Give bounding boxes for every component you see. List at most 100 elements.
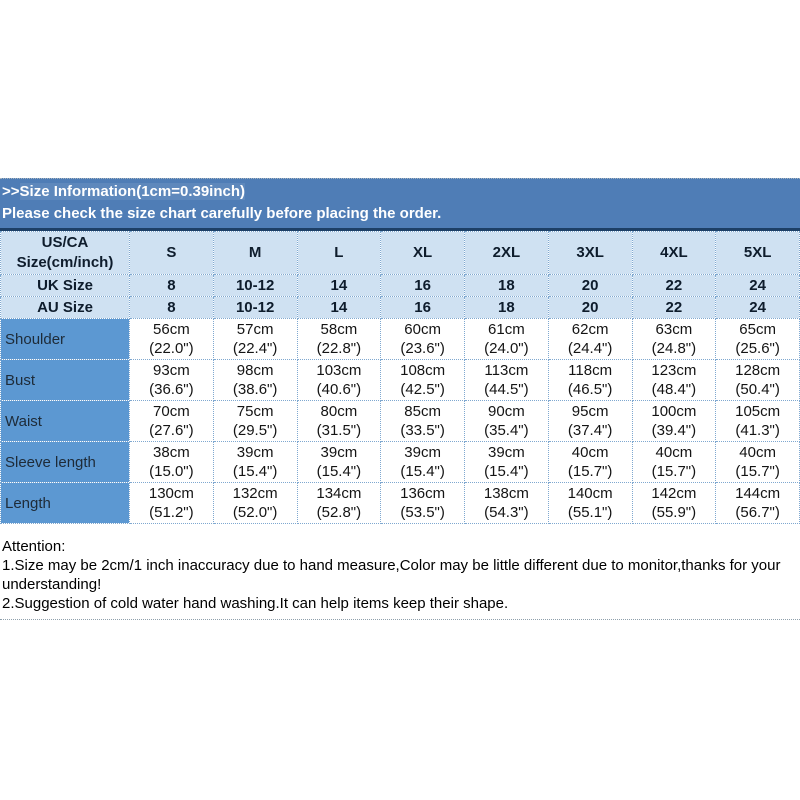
inch-value: (23.6") [400, 340, 445, 357]
inch-value: (35.4") [484, 422, 529, 439]
au-size-value: 16 [380, 296, 465, 319]
measurement-cell: 39cm (15.4") [380, 441, 465, 483]
measurement-row-shoulder: Shoulder 56cm (22.0") 57cm (22.4") 58cm (22… [0, 318, 800, 360]
measurement-cell: 40cm (15.7") [631, 441, 717, 483]
measurement-label: Length [0, 482, 130, 524]
measurement-label: Sleeve length [0, 441, 130, 483]
measurement-cell: 70cm (27.6") [129, 400, 214, 442]
inch-value: (37.4") [567, 422, 613, 439]
measurement-cell: 61cm (24.0") [464, 318, 549, 360]
corner-header-cell: US/CA Size(cm/inch) [0, 231, 130, 275]
banner-title-text: Size Information(1cm=0.39inch) [19, 183, 246, 200]
measurement-cell: 80cm (31.5") [296, 400, 382, 442]
attention-title: Attention: [2, 538, 66, 555]
measurement-cell: 128cm (50.4") [715, 359, 800, 401]
measurement-row-bust: Bust 93cm (36.6") 98cm (38.6") 103cm (40.6"… [0, 359, 800, 401]
cm-value: 144cm [735, 485, 781, 502]
cm-value: 57cm [236, 321, 274, 338]
inch-value: (51.2") [149, 504, 194, 521]
inch-value: (22.4") [232, 340, 278, 357]
measurement-row-length: Length 130cm (51.2") 132cm (52.0") 134cm (5… [0, 482, 800, 524]
measurement-cell: 75cm (29.5") [212, 400, 298, 442]
uk-size-label: UK Size [0, 274, 130, 297]
cm-value: 105cm [735, 403, 781, 420]
inch-value: (56.7") [735, 504, 780, 521]
measurement-cell: 57cm (22.4") [212, 318, 298, 360]
inch-value: (39.4") [651, 422, 697, 439]
cm-value: 136cm [400, 485, 446, 502]
measurement-cell: 134cm (52.8") [296, 482, 382, 524]
cm-value: 90cm [488, 403, 525, 420]
inch-value: (15.4") [232, 463, 278, 480]
cm-value: 70cm [153, 403, 190, 420]
measurement-cell: 93cm (36.6") [129, 359, 214, 401]
cm-value: 95cm [571, 403, 609, 420]
inch-value: (48.4") [651, 381, 697, 398]
inch-value: (46.5") [567, 381, 613, 398]
inch-value: (15.7") [651, 463, 697, 480]
cm-value: 39cm [404, 444, 441, 461]
cm-value: 134cm [316, 485, 362, 502]
measurement-label: Waist [0, 400, 130, 442]
cm-value: 140cm [567, 485, 613, 502]
inch-value: (33.5") [400, 422, 445, 439]
inch-value: (52.0") [232, 504, 278, 521]
inch-value: (15.7") [735, 463, 780, 480]
corner-line2: Size(cm/inch) [16, 254, 114, 271]
measurement-cell: 103cm (40.6") [296, 359, 382, 401]
uk-size-value: 20 [547, 274, 633, 297]
measurement-cell: 113cm (44.5") [464, 359, 549, 401]
cm-value: 39cm [320, 444, 358, 461]
size-col-header-5xl: 5XL [715, 231, 800, 275]
measurement-cell: 58cm (22.8") [296, 318, 382, 360]
measurement-label: Bust [0, 359, 130, 401]
inch-value: (24.4") [567, 340, 613, 357]
measurement-cell: 142cm (55.9") [631, 482, 717, 524]
measurement-row-sleeve-length: Sleeve length 38cm (15.0") 39cm (15.4") 39… [0, 441, 800, 483]
inch-value: (15.4") [316, 463, 362, 480]
inch-value: (24.8") [651, 340, 697, 357]
inch-value: (22.0") [149, 340, 194, 357]
cm-value: 40cm [571, 444, 609, 461]
cm-value: 56cm [153, 321, 190, 338]
cm-value: 62cm [571, 321, 609, 338]
au-size-value: 10-12 [212, 296, 298, 319]
measurement-cell: 38cm (15.0") [129, 441, 214, 483]
au-size-value: 18 [464, 296, 549, 319]
uk-size-value: 24 [715, 274, 800, 297]
au-size-label: AU Size [0, 296, 130, 319]
measurement-cell: 40cm (15.7") [715, 441, 800, 483]
inch-value: (42.5") [400, 381, 445, 398]
inch-value: (15.0") [149, 463, 194, 480]
measurement-cell: 85cm (33.5") [380, 400, 465, 442]
measurement-cell: 39cm (15.4") [212, 441, 298, 483]
measurement-cell: 130cm (51.2") [129, 482, 214, 524]
cm-value: 132cm [232, 485, 278, 502]
measurement-cell: 138cm (54.3") [464, 482, 549, 524]
uk-size-value: 22 [631, 274, 717, 297]
inch-value: (29.5") [232, 422, 278, 439]
inch-value: (15.4") [484, 463, 529, 480]
au-size-value: 20 [547, 296, 633, 319]
cm-value: 40cm [655, 444, 693, 461]
au-size-value: 24 [715, 296, 800, 319]
measurement-row-waist: Waist 70cm (27.6") 75cm (29.5") 80cm (31.5"… [0, 400, 800, 442]
inch-value: (40.6") [316, 381, 362, 398]
cm-value: 61cm [488, 321, 525, 338]
cm-value: 123cm [651, 362, 697, 379]
cm-value: 93cm [153, 362, 190, 379]
measurement-cell: 65cm (25.6") [715, 318, 800, 360]
inch-value: (52.8") [316, 504, 362, 521]
cm-value: 40cm [739, 444, 776, 461]
size-col-header-m: M [212, 231, 298, 275]
inch-value: (15.7") [567, 463, 613, 480]
measurement-cell: 144cm (56.7") [715, 482, 800, 524]
cm-value: 98cm [236, 362, 274, 379]
size-col-header-l: L [296, 231, 382, 275]
inch-value: (55.9") [651, 504, 697, 521]
au-size-value: 14 [296, 296, 382, 319]
measurement-cell: 132cm (52.0") [212, 482, 298, 524]
cm-value: 100cm [651, 403, 697, 420]
bottom-dotted-divider [0, 619, 800, 620]
cm-value: 113cm [484, 362, 529, 379]
